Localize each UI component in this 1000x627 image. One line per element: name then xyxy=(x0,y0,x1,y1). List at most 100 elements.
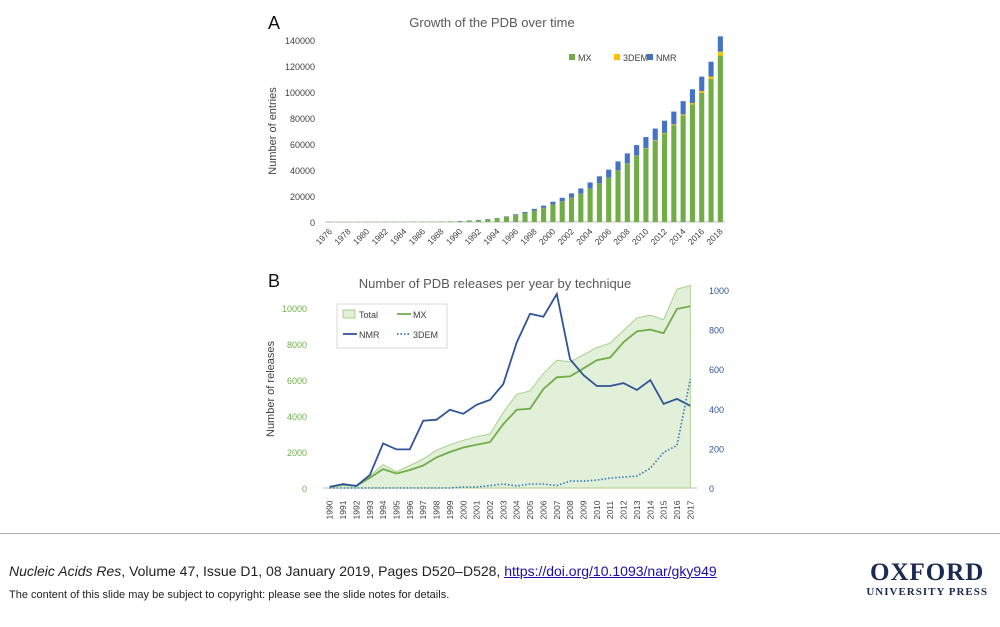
x-tick-label: 2009 xyxy=(578,500,588,519)
left-y-tick-label: 10000 xyxy=(282,304,307,314)
bar-nmr-2007 xyxy=(615,161,621,171)
x-tick-label: 2005 xyxy=(525,500,535,519)
x-tick-label: 1995 xyxy=(391,500,401,519)
copyright-notice: The content of this slide may be subject… xyxy=(9,589,450,601)
bar-mx-1990 xyxy=(457,221,463,222)
right-y-tick-label: 400 xyxy=(709,405,724,415)
y-tick-label: 20000 xyxy=(290,192,315,202)
bar-nmr-2014 xyxy=(680,101,686,115)
x-tick-label: 2016 xyxy=(672,500,682,519)
legend-label-nmr: NMR xyxy=(359,330,380,340)
legend-swatch-nmr xyxy=(647,54,653,60)
bar-mx-2006 xyxy=(606,177,612,222)
bar-mx-2007 xyxy=(615,170,621,222)
publisher-subtitle: UNIVERSITY PRESS xyxy=(866,586,988,598)
bar-3dem-2014 xyxy=(680,114,686,116)
legend-label-mx: MX xyxy=(578,53,592,63)
footer-divider xyxy=(0,533,1000,534)
x-tick-label: 2002 xyxy=(555,226,576,247)
left-y-tick-label: 2000 xyxy=(287,448,307,458)
bar-mx-1989 xyxy=(448,221,454,222)
x-tick-label: 2015 xyxy=(659,500,669,519)
citation: Nucleic Acids Res, Volume 47, Issue D1, … xyxy=(9,563,717,579)
x-tick-label: 2016 xyxy=(686,226,707,247)
y-tick-label: 0 xyxy=(310,218,315,228)
oxford-logo: OXFORD UNIVERSITY PRESS xyxy=(866,559,988,599)
bar-nmr-1998 xyxy=(531,208,537,211)
bar-3dem-2016 xyxy=(699,90,705,93)
y-tick-label: 100000 xyxy=(285,88,315,98)
chart-b-ylabel: Number of releases xyxy=(265,341,277,437)
legend-swatch-total xyxy=(342,309,356,319)
x-tick-label: 2007 xyxy=(552,500,562,519)
x-tick-label: 2011 xyxy=(605,501,615,520)
right-y-tick-label: 0 xyxy=(709,484,714,494)
bar-mx-2015 xyxy=(689,104,695,222)
right-y-tick-label: 1000 xyxy=(709,286,729,296)
bar-nmr-2013 xyxy=(671,111,677,125)
bar-mx-1991 xyxy=(466,220,472,222)
x-tick-label: 2013 xyxy=(632,500,642,519)
left-y-tick-label: 0 xyxy=(302,484,307,494)
x-tick-label: 1999 xyxy=(445,500,455,519)
bar-nmr-2009 xyxy=(634,145,640,156)
bar-mx-2009 xyxy=(634,155,640,222)
y-tick-label: 80000 xyxy=(290,114,315,124)
x-tick-label: 2010 xyxy=(592,500,602,519)
x-tick-label: 1992 xyxy=(351,500,361,519)
bar-mx-2004 xyxy=(587,188,593,222)
pdb-growth-bar-chart: Growth of the PDB over time Number of ent… xyxy=(267,15,725,247)
bar-mx-2008 xyxy=(624,163,630,222)
bar-mx-2016 xyxy=(699,92,705,223)
legend-label-3dem: 3DEM xyxy=(413,330,438,340)
bar-nmr-2000 xyxy=(550,201,556,205)
bar-nmr-2002 xyxy=(568,193,575,198)
bar-mx-1995 xyxy=(503,216,509,222)
bar-3dem-2012 xyxy=(661,132,668,134)
bar-mx-2014 xyxy=(680,115,686,222)
panel-label-b: B xyxy=(268,271,281,291)
bar-mx-2018 xyxy=(717,55,723,222)
doi-link[interactable]: https://doi.org/10.1093/nar/gky949 xyxy=(504,563,717,579)
legend-label-mx: MX xyxy=(413,310,427,320)
bar-nmr-2016 xyxy=(699,76,705,91)
x-tick-label: 1996 xyxy=(500,226,521,247)
bar-nmr-1997 xyxy=(522,211,528,214)
bar-mx-1994 xyxy=(494,218,500,222)
x-tick-label: 1997 xyxy=(418,500,428,519)
bar-mx-2012 xyxy=(661,133,668,222)
x-tick-label: 1988 xyxy=(425,226,446,247)
right-y-tick-label: 800 xyxy=(709,326,724,336)
x-tick-label: 1991 xyxy=(338,500,348,519)
x-tick-label: 1986 xyxy=(407,226,428,247)
panel-label-a: A xyxy=(268,13,281,33)
bar-nmr-2012 xyxy=(661,120,668,133)
y-tick-label: 140000 xyxy=(285,36,315,46)
bar-3dem-2017 xyxy=(708,76,714,79)
x-tick-label: 2004 xyxy=(574,226,595,247)
x-tick-label: 2008 xyxy=(611,226,632,247)
bar-mx-2003 xyxy=(578,193,584,222)
bar-mx-2001 xyxy=(559,201,565,222)
x-tick-label: 2014 xyxy=(645,500,655,519)
right-y-tick-label: 200 xyxy=(709,444,724,454)
y-tick-label: 120000 xyxy=(285,62,315,72)
x-tick-label: 1994 xyxy=(378,500,388,519)
x-tick-label: 2018 xyxy=(704,226,725,247)
x-tick-label: 1998 xyxy=(518,226,539,247)
bar-nmr-2006 xyxy=(606,169,612,178)
bar-nmr-1995 xyxy=(503,216,509,217)
series-mx-line xyxy=(329,305,691,488)
x-tick-label: 2017 xyxy=(685,500,695,519)
x-tick-label: 1980 xyxy=(351,226,372,247)
chart-a-ylabel: Number of entries xyxy=(267,87,279,175)
bar-mx-1992 xyxy=(475,220,482,222)
journal-name: Nucleic Acids Res xyxy=(9,563,122,579)
x-tick-label: 1978 xyxy=(332,226,353,247)
chart-a-title: Growth of the PDB over time xyxy=(409,15,574,30)
bar-nmr-2015 xyxy=(689,89,695,104)
legend-label-total: Total xyxy=(359,310,378,320)
bar-mx-2002 xyxy=(568,197,575,222)
publisher-name: OXFORD xyxy=(870,559,985,586)
bar-3dem-2015 xyxy=(689,103,695,105)
